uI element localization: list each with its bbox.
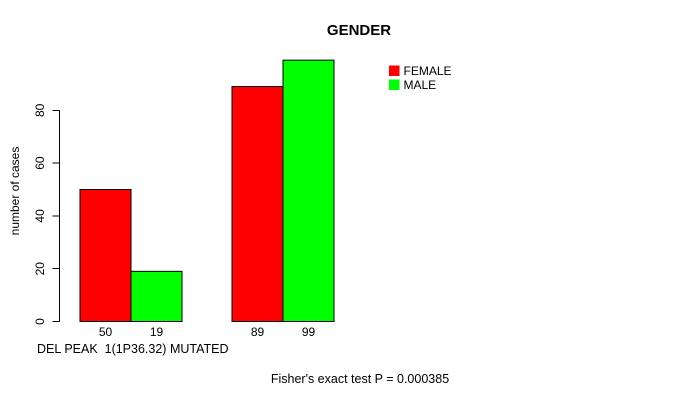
chart-title: GENDER [327,22,391,39]
y-tick-label: 20 [33,262,47,276]
y-axis: 0 20 40 60 80 [33,103,60,325]
legend-label-female: FEMALE [404,64,452,78]
y-tick-label: 80 [33,103,47,117]
y-axis-label: number of cases [8,147,22,236]
x-axis-label: DEL PEAK 1(1P36.32) MUTATED [37,342,229,356]
bar-male-group1 [130,270,183,322]
bar-value-label: 99 [302,325,316,339]
bar-male-group2 [282,59,335,322]
bars [79,59,335,323]
bar-value-labels: 50 89 19 99 [99,325,316,339]
bar-value-label: 19 [150,325,164,339]
bar-value-label: 50 [99,325,113,339]
legend-swatch-female-icon [389,65,400,76]
legend-swatch-male-icon [389,79,400,90]
bar-female-group1 [79,189,132,322]
fisher-test-caption: Fisher's exact test P = 0.000385 [271,372,449,386]
y-tick-label: 40 [33,209,47,223]
y-tick-label: 0 [33,318,47,325]
bar-female-group2 [231,86,284,323]
bar-value-label: 89 [251,325,265,339]
y-tick-label: 60 [33,156,47,170]
legend: FEMALE MALE [389,64,452,92]
legend-label-male: MALE [404,78,437,92]
